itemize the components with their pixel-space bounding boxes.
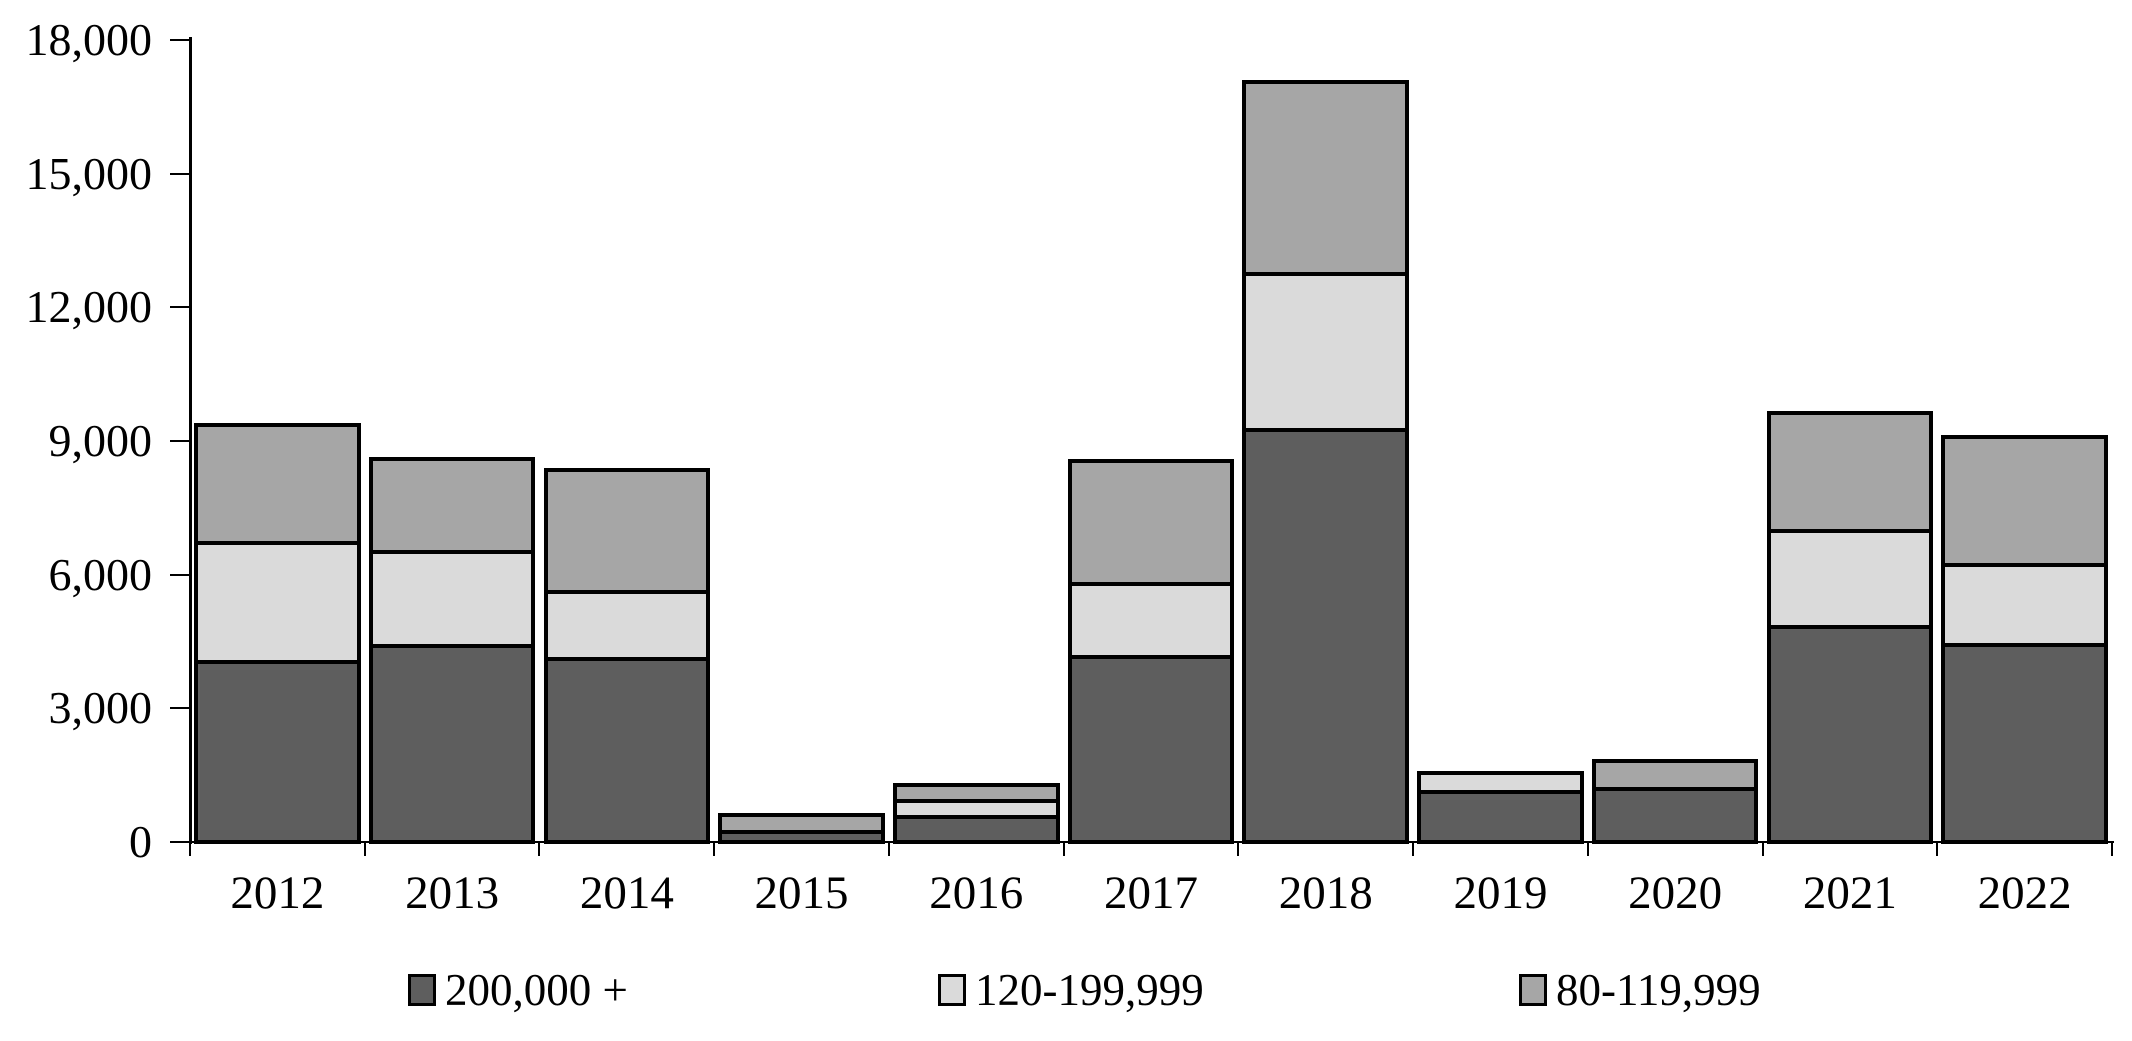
x-axis-tick [887,842,890,856]
bar-segment [1943,564,2106,645]
bar-segment [370,645,534,842]
legend-label: 200,000 + [445,965,628,1015]
x-axis-tick [1237,842,1240,856]
legend-item-80-119999: 80-119,999 [1519,960,1761,1020]
y-axis-label: 9,000 [48,415,153,466]
x-axis-tick [1412,842,1415,856]
legend-swatch-120-199999-icon [938,974,966,1006]
x-axis-tick [189,842,191,856]
bar-outline [1067,459,1235,844]
legend-label: 80-119,999 [1556,965,1761,1015]
bar-segment [545,469,709,593]
y-axis-label: 6,000 [48,548,153,600]
bar-segment [1244,429,1407,842]
x-axis-label: 2022 [1977,867,2072,919]
y-axis-label: 12,000 [25,281,153,333]
y-axis-label: 0 [129,816,152,867]
y-axis-tick [170,440,190,442]
bar-outline [893,782,1060,844]
bar-outline [1766,411,1934,844]
bar-segment [720,831,883,842]
bar-segment [1943,644,2106,842]
y-axis-tick [170,573,190,576]
x-axis-label: 2016 [929,867,1024,919]
bar-segment [1943,436,2106,565]
y-axis-label: 18,000 [25,14,153,65]
bar-outline [368,456,536,844]
bar-segment [1593,760,1757,790]
x-axis-tick [713,842,716,856]
x-axis-label: 2021 [1802,867,1897,919]
x-axis-label: 2020 [1628,867,1723,919]
x-axis-label: 2018 [1278,867,1373,919]
y-axis-tick [170,841,190,843]
bar-segment [196,543,359,662]
bar-outline [1417,771,1584,844]
x-axis-tick [538,842,541,856]
bar-outline [718,813,885,844]
bar-segment [1419,773,1582,792]
y-axis-label: 3,000 [48,682,153,734]
y-axis-label: 15,000 [25,147,153,199]
x-axis-label: 2017 [1103,867,1198,919]
bar-segment [1593,789,1757,842]
bar-segment [720,815,883,832]
bar-segment [1069,657,1233,842]
x-axis-label: 2013 [405,867,500,919]
bar-segment [1244,273,1407,430]
x-axis-tick [1586,842,1589,856]
bar-segment [895,817,1058,842]
y-axis-tick [170,39,190,41]
x-axis-tick [1062,842,1065,856]
y-axis-tick [170,172,190,175]
bar-outline [543,467,711,844]
bar-outline [1591,758,1759,844]
bar-segment [1768,413,1932,532]
x-axis-tick [1761,842,1764,856]
bar-segment [1244,82,1407,274]
bar-outline [1242,80,1409,844]
bar-segment [1069,583,1233,658]
y-axis-tick [170,707,190,710]
bar-outline [1941,434,2108,844]
legend-swatch-200000-plus-icon [408,974,436,1006]
bar-segment [1768,627,1932,842]
bar-segment [1419,791,1582,842]
bar-segment [895,801,1058,818]
bar-segment [1768,531,1932,627]
bar-segment [545,592,709,660]
x-axis-tick [1936,842,1939,856]
legend-label: 120-199,999 [975,965,1204,1015]
y-axis-line [189,37,192,844]
x-axis-tick [2111,842,2113,856]
bar-segment [370,552,534,646]
x-axis-label: 2019 [1453,867,1548,919]
y-axis-tick [170,306,190,309]
bar-segment [196,661,359,842]
bar-segment [370,458,534,553]
x-axis-label: 2012 [230,867,325,919]
x-axis-label: 2014 [579,867,674,919]
x-axis-label: 2015 [754,867,849,919]
bar-outline [194,423,361,844]
bar-segment [545,659,709,842]
legend-swatch-80-119999-icon [1519,974,1547,1006]
legend: 200,000 + 120-199,999 80-119,999 [0,960,2132,1024]
legend-item-120-199999: 120-199,999 [938,960,1204,1020]
bar-segment [895,784,1058,801]
bar-segment [1069,461,1233,584]
x-axis-tick [363,842,366,856]
legend-item-200000-plus: 200,000 + [408,960,628,1020]
bar-segment [196,425,359,544]
